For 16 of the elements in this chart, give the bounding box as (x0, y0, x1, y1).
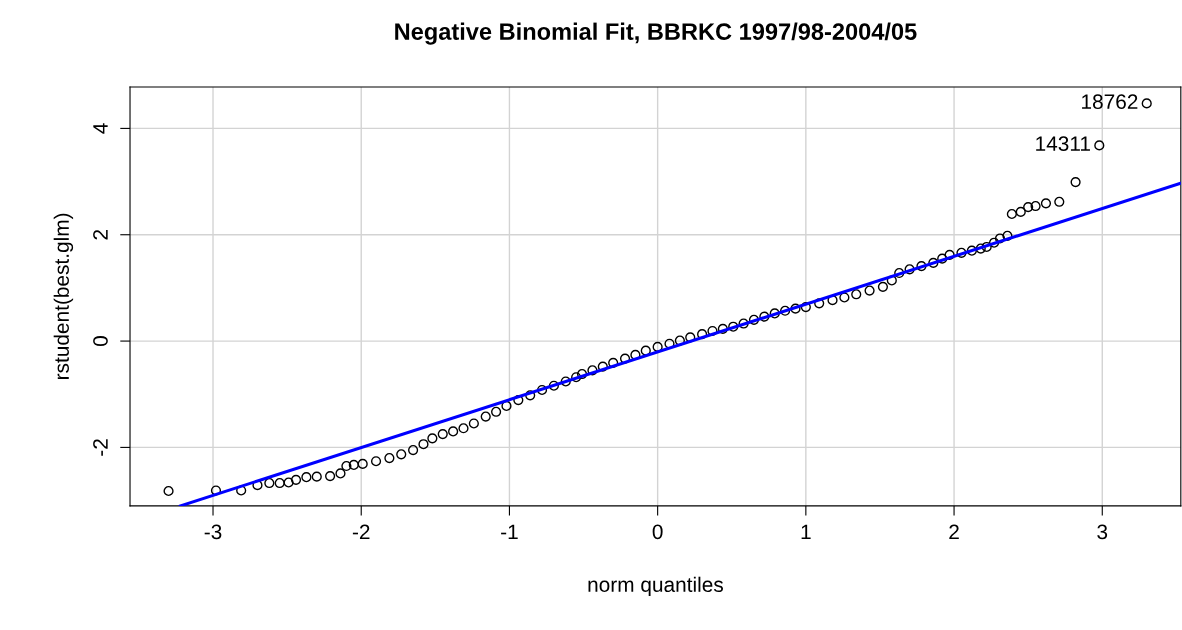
x-tick-label: 3 (1097, 524, 1108, 540)
y-axis-title: rstudent(best.glm) (53, 213, 74, 379)
annotation: 14311 (1036, 136, 1090, 152)
y-tick-label: -2 (93, 439, 108, 456)
y-tick-label: 2 (93, 229, 108, 240)
annotation: 18762 (1082, 94, 1138, 110)
y-tick-label: 0 (93, 336, 108, 347)
chart-title: Negative Binomial Fit, BBRKC 1997/98-2004/05 (395, 22, 917, 45)
x-tick-label: 2 (949, 524, 959, 540)
y-tick-label: 4 (93, 123, 108, 134)
x-tick-label: 0 (652, 524, 663, 540)
x-tick-label: -3 (204, 524, 222, 540)
x-tick-label: -1 (501, 524, 518, 540)
x-tick-label: -2 (352, 524, 370, 540)
x-tick-label: 1 (801, 524, 811, 540)
x-axis-title: norm quantiles (588, 576, 723, 597)
